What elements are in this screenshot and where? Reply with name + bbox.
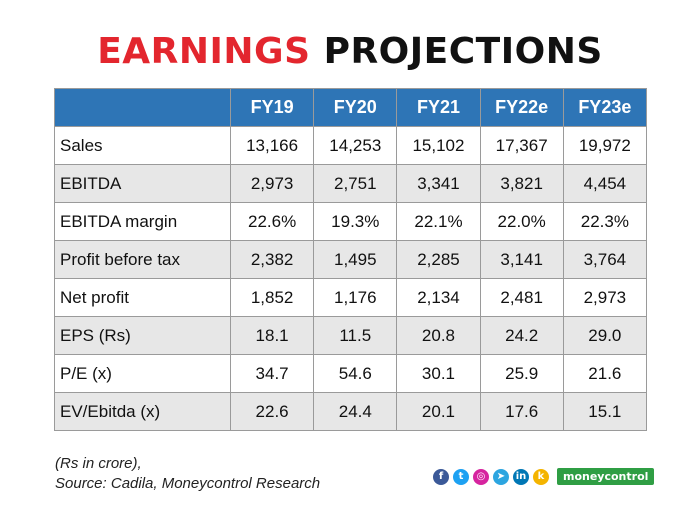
- linkedin-icon[interactable]: in: [513, 468, 529, 485]
- row-label: EV/Ebitda (x): [54, 392, 231, 431]
- table-cell: 17.6: [479, 392, 564, 431]
- instagram-icon[interactable]: ◎: [473, 468, 489, 485]
- footnote: (Rs in crore), Source: Cadila, Moneycont…: [55, 454, 320, 494]
- table-row: EV/Ebitda (x) 22.6 24.4 20.1 17.6 15.1: [54, 392, 647, 431]
- table-cell: 3,821: [479, 164, 564, 203]
- table-cell: 2,481: [479, 278, 564, 317]
- table-cell: 15.1: [562, 392, 647, 431]
- column-header: FY19: [229, 88, 315, 127]
- table-cell: 22.6%: [229, 202, 315, 241]
- table-cell: 22.3%: [562, 202, 647, 241]
- table-cell: 30.1: [396, 354, 481, 393]
- row-label: P/E (x): [54, 354, 231, 393]
- table-cell: 19,972: [562, 126, 647, 165]
- row-label: EBITDA margin: [54, 202, 231, 241]
- table-cell: 1,495: [313, 240, 398, 279]
- table-cell: 21.6: [562, 354, 647, 393]
- social-icons: f t ◎ ➤ in k moneycontrol: [433, 468, 655, 485]
- row-label: Sales: [54, 126, 231, 165]
- table-cell: 2,134: [396, 278, 481, 317]
- table-cell: 14,253: [313, 126, 398, 165]
- table-cell: 19.3%: [313, 202, 398, 241]
- header-corner: [54, 88, 231, 127]
- table-cell: 25.9: [479, 354, 564, 393]
- table-cell: 15,102: [396, 126, 481, 165]
- row-label: EBITDA: [54, 164, 231, 203]
- moneycontrol-logo[interactable]: moneycontrol: [557, 468, 655, 485]
- table-row: Profit before tax 2,382 1,495 2,285 3,141 3,7…: [54, 240, 647, 279]
- table-row: EPS (Rs) 18.1 11.5 20.8 24.2 29.0: [54, 316, 647, 355]
- page-title: EARNINGS PROJECTIONS: [0, 30, 700, 74]
- table-cell: 4,454: [562, 164, 647, 203]
- table-cell: 34.7: [229, 354, 315, 393]
- column-header: FY20: [313, 88, 398, 127]
- table-cell: 20.1: [396, 392, 481, 431]
- table-cell: 3,141: [479, 240, 564, 279]
- table-cell: 2,751: [313, 164, 398, 203]
- table-cell: 29.0: [562, 316, 647, 355]
- table-cell: 24.2: [479, 316, 564, 355]
- table-cell: 1,852: [229, 278, 315, 317]
- table-cell: 3,341: [396, 164, 481, 203]
- table-cell: 11.5: [313, 316, 398, 355]
- table-cell: 54.6: [313, 354, 398, 393]
- twitter-icon[interactable]: t: [453, 468, 469, 485]
- column-header: FY21: [396, 88, 481, 127]
- title-word-earnings: EARNINGS: [97, 31, 311, 72]
- header-row: FY19 FY20 FY21 FY22e FY23e: [54, 88, 647, 127]
- units-note: (Rs in crore),: [55, 455, 142, 472]
- koo-icon[interactable]: k: [533, 468, 549, 485]
- table-cell: 22.1%: [396, 202, 481, 241]
- table-cell: 2,382: [229, 240, 315, 279]
- table-cell: 22.0%: [479, 202, 564, 241]
- table-cell: 1,176: [313, 278, 398, 317]
- table-cell: 20.8: [396, 316, 481, 355]
- table-cell: 2,285: [396, 240, 481, 279]
- table-cell: 13,166: [229, 126, 315, 165]
- row-label: Net profit: [54, 278, 231, 317]
- title-word-projections: PROJECTIONS: [323, 31, 603, 72]
- row-label: EPS (Rs): [54, 316, 231, 355]
- table-row: EBITDA 2,973 2,751 3,341 3,821 4,454: [54, 164, 647, 203]
- table-row: EBITDA margin 22.6% 19.3% 22.1% 22.0% 22.3%: [54, 202, 647, 241]
- table-cell: 2,973: [562, 278, 647, 317]
- table-row: Net profit 1,852 1,176 2,134 2,481 2,973: [54, 278, 647, 317]
- facebook-icon[interactable]: f: [433, 468, 449, 485]
- column-header: FY22e: [479, 88, 564, 127]
- table-cell: 24.4: [313, 392, 398, 431]
- table-row: Sales 13,166 14,253 15,102 17,367 19,972: [54, 126, 647, 165]
- telegram-icon[interactable]: ➤: [493, 468, 509, 485]
- table-cell: 3,764: [562, 240, 647, 279]
- row-label: Profit before tax: [54, 240, 231, 279]
- table-cell: 18.1: [229, 316, 315, 355]
- column-header: FY23e: [562, 88, 647, 127]
- table-cell: 17,367: [479, 126, 564, 165]
- source-note: Source: Cadila, Moneycontrol Research: [55, 475, 321, 492]
- table-cell: 22.6: [229, 392, 315, 431]
- projections-table: FY19 FY20 FY21 FY22e FY23e Sales 13,166 14…: [54, 88, 647, 431]
- table-row: P/E (x) 34.7 54.6 30.1 25.9 21.6: [54, 354, 647, 393]
- table-cell: 2,973: [229, 164, 315, 203]
